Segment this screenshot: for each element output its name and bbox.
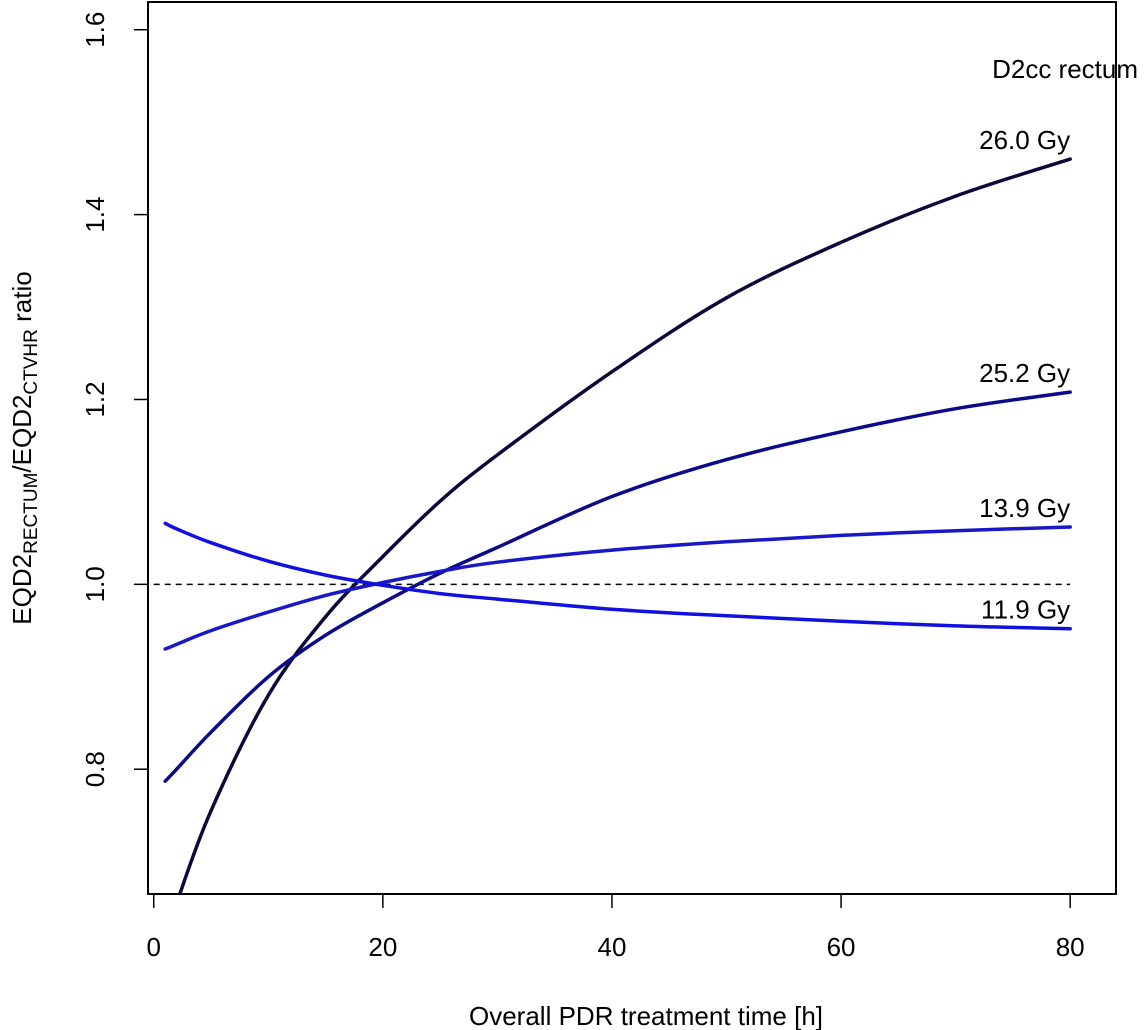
series-label-1: 25.2 Gy [979,358,1070,388]
x-tick-label: 20 [368,932,397,962]
x-tick-label: 0 [146,932,160,962]
y-title-part-2: /EQD2 [7,395,37,473]
y-axis-title: EQD2RECTUM/EQD2CTVHR ratio [7,271,42,624]
series-labels: 26.0 Gy 25.2 Gy 13.9 Gy 11.9 Gy [979,125,1070,625]
series-group [163,157,1072,894]
series-line-2 [163,525,1072,651]
series-line-0 [177,157,1072,894]
y-title-sub-2: CTVHR [21,329,42,394]
y-title-part-3: ratio [7,271,37,329]
x-axis: 0 20 40 60 80 [146,893,1085,962]
series-label-0: 26.0 Gy [979,125,1070,155]
x-tick-label: 40 [597,932,626,962]
series-line-3 [163,521,1072,631]
y-title-part-1: EQD2 [7,554,37,625]
panel-annotation: D2cc rectum [992,54,1138,84]
series-label-2: 13.9 Gy [979,493,1070,523]
y-tick-label: 1.2 [80,381,110,417]
plot-frame [147,1,1117,895]
series-label-3: 11.9 Gy [981,595,1070,625]
y-tick-label: 1.6 [80,12,110,48]
x-tick-label: 60 [827,932,856,962]
y-tick-label: 1.0 [80,566,110,602]
x-axis-title: Overall PDR treatment time [h] [469,1001,823,1030]
y-axis: 0.8 1.0 1.2 1.4 1.6 [80,12,149,787]
y-tick-label: 1.4 [80,197,110,233]
y-tick-label: 0.8 [80,751,110,787]
x-tick-label: 80 [1056,932,1085,962]
series-line-1 [163,390,1072,783]
y-title-sub-1: RECTUM [21,473,42,554]
